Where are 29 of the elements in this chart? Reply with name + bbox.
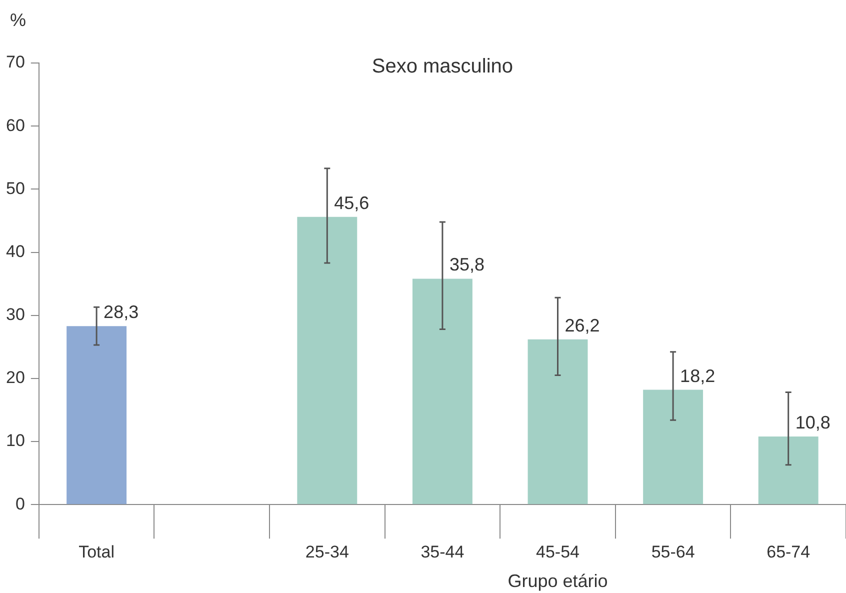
- bar: [412, 278, 472, 504]
- y-tick-label: 10: [6, 431, 25, 450]
- x-tick-label: 25-34: [305, 542, 349, 562]
- x-tick-label: 45-54: [536, 542, 580, 562]
- data-label: 26,2: [564, 315, 600, 336]
- y-tick-label: 50: [6, 178, 25, 198]
- data-label: 10,8: [795, 412, 830, 432]
- x-tick-label: 55-64: [651, 542, 695, 562]
- y-tick-label: 70: [6, 52, 25, 72]
- bar: [643, 390, 704, 504]
- y-axis-title: %: [10, 10, 26, 30]
- data-label: 28,3: [104, 302, 139, 322]
- x-tick-label: 35-44: [420, 542, 464, 562]
- bar: [66, 326, 127, 504]
- bar: [758, 436, 818, 504]
- chart-title: Sexo masculino: [372, 56, 514, 78]
- data-label: 45,6: [334, 192, 370, 213]
- x-axis-title: Grupo etário: [508, 570, 608, 591]
- y-tick-label: 0: [15, 494, 25, 514]
- x-tick-label: Total: [78, 542, 115, 562]
- bar: [528, 339, 588, 504]
- x-tick-label: 65-74: [766, 542, 810, 562]
- y-tick-label: 40: [6, 242, 25, 261]
- data-label: 35,8: [449, 254, 484, 275]
- y-tick-label: 60: [6, 116, 25, 135]
- bar: [297, 216, 358, 504]
- data-label: 18,2: [680, 366, 716, 386]
- y-tick-label: 30: [6, 305, 25, 324]
- y-tick-label: 20: [6, 368, 25, 388]
